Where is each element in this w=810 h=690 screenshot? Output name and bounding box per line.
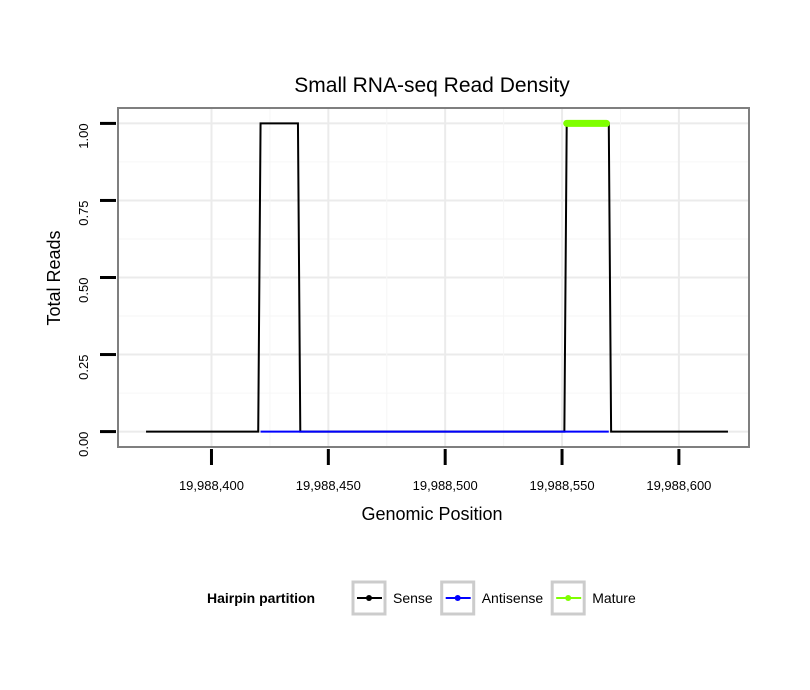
y-tick-label: 0.50 — [76, 278, 91, 303]
legend-entry-sense: Sense — [351, 580, 433, 616]
plot-border — [117, 107, 750, 448]
y-tick-label: 1.00 — [76, 123, 91, 148]
x-tick-label: 19,988,600 — [646, 478, 711, 493]
legend-key-point — [366, 595, 372, 601]
x-tick-label: 19,988,500 — [413, 478, 478, 493]
x-tick-label: 19,988,450 — [296, 478, 361, 493]
x-axis-title: Genomic Position — [361, 504, 502, 524]
series-lines — [146, 119, 728, 433]
legend-entry-antisense: Antisense — [440, 580, 544, 616]
x-tick-label: 19,988,400 — [179, 478, 244, 493]
chart-title: Small RNA-seq Read Density — [294, 74, 570, 97]
x-axis: 19,988,400 19,988,450 19,988,500 19,988,550… — [179, 449, 711, 493]
legend-key-point — [454, 595, 461, 601]
grid-lines — [118, 108, 749, 447]
legend-key-point — [565, 595, 572, 601]
legend: Hairpin partition Sense Antisense Mature — [207, 580, 636, 616]
y-tick-label: 0.75 — [76, 200, 91, 225]
y-axis: 0.00 0.25 0.50 0.75 1.00 — [76, 121, 116, 457]
legend-label: Antisense — [482, 590, 544, 606]
legend-title: Hairpin partition — [207, 590, 315, 606]
legend-entry-mature: Mature — [550, 580, 636, 616]
legend-label: Mature — [592, 590, 636, 606]
legend-label: Sense — [393, 590, 433, 606]
y-axis-title: Total Reads — [44, 230, 64, 325]
y-tick-label: 0.25 — [76, 355, 91, 380]
x-tick-label: 19,988,550 — [529, 478, 594, 493]
y-tick-label: 0.00 — [76, 432, 91, 457]
